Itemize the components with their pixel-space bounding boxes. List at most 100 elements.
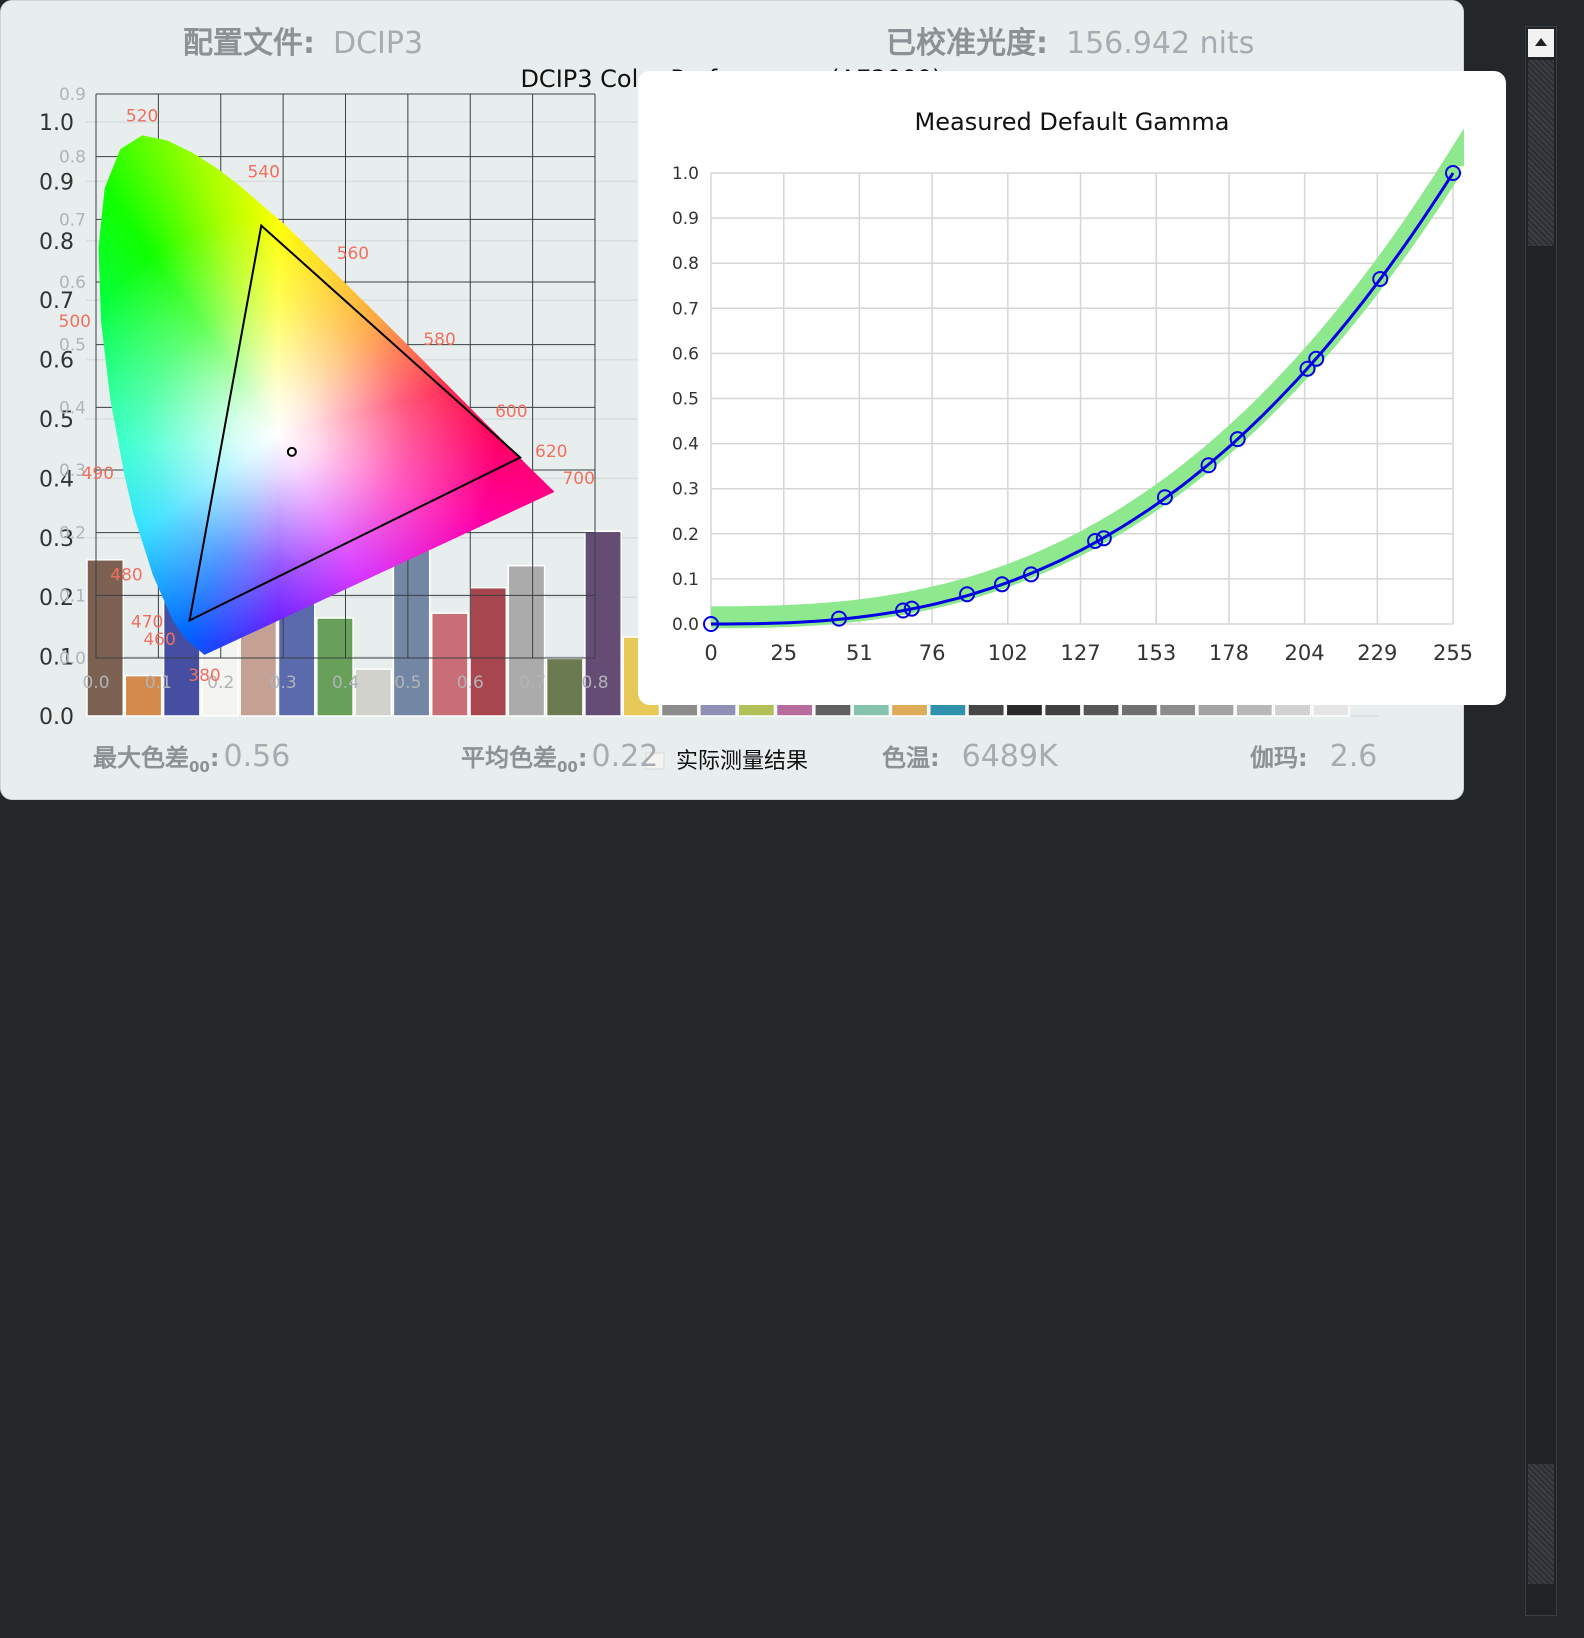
bar-y-tick: 1.0 [39,111,74,136]
bar[interactable] [430,612,469,717]
luminance-header: 已校准光度: 156.942 nits [886,18,1254,62]
cie-y-tick: 0.5 [59,336,86,356]
gamma-point[interactable] [1156,489,1173,506]
gamma-chart: Measured Default Gamma 0 25 51 76 102 127 153 1… [672,108,1473,665]
bar[interactable] [584,530,622,717]
scroll-track-lower[interactable] [1528,1464,1554,1584]
gamma-y-tick: 0.1 [672,570,699,590]
gamma-y-tick: 0.7 [672,299,699,319]
gamma-x-tick: 102 [988,641,1028,665]
luminance-label: 已校准光度: [886,26,1048,61]
gamma-point[interactable] [1445,165,1461,181]
wavelength-label: 380 [188,666,220,686]
bar[interactable] [507,564,546,717]
wavelength-label: 500 [59,312,91,332]
scroll-up-button[interactable] [1528,29,1554,57]
gamma-point[interactable] [1023,566,1040,583]
cie-y-tick: 0.4 [59,398,86,418]
profile-value: DCIP3 [333,26,424,61]
white-point [286,446,297,457]
scroll-thumb[interactable] [1528,60,1554,246]
luminance-value: 156.942 nits [1066,26,1255,61]
cct-metric: 色温: 6489K [882,738,1058,774]
gamma-curve [711,172,1455,626]
legend-label[interactable]: 实际测量结果 [676,749,808,774]
gamma-x-tick: 51 [846,641,873,665]
cie-y-tick: 0.7 [59,210,86,230]
wavelength-label: 540 [247,162,279,182]
wavelength-label: 560 [337,244,369,264]
bar-y-tick: 0.4 [39,467,74,492]
bar-y-tick: 0.7 [39,289,74,314]
cie-x-tick: 0.6 [457,673,484,693]
gamma-y-tick: 0.8 [672,254,699,274]
cie-y-tick: 0.8 [59,148,86,168]
gamma-x-tick: 25 [770,641,797,665]
cie-y-tick: 0.3 [59,461,86,481]
gamma-point[interactable] [1229,431,1246,448]
gamma-point[interactable] [703,616,719,632]
wavelength-label: 470 [131,613,163,633]
bar[interactable] [545,657,584,717]
bar[interactable] [316,617,354,717]
cie-x-tick: 0.0 [82,673,109,693]
gamma-point[interactable] [959,586,976,603]
gamma-point[interactable] [993,576,1010,593]
gamma-point[interactable] [1299,360,1316,377]
gamma-x-tick: 204 [1285,641,1325,665]
bar-y-tick: 0.9 [39,170,74,195]
gamma-x-tick: 0 [704,641,717,665]
gamma-value: 2.6 [1329,739,1378,774]
cie-x-tick: 0.3 [270,673,297,693]
cie-x-tick: 0.2 [207,673,234,693]
gamma-point[interactable] [1087,533,1104,550]
gamma-y-tick: 0.6 [672,344,699,364]
gamma-x-tick: 127 [1060,641,1100,665]
bar-y-tick: 0.3 [39,527,74,552]
cie-x-tick: 0.4 [332,673,359,693]
cie-x-tick: 0.5 [394,673,421,693]
gamma-point[interactable] [1095,530,1112,547]
wavelength-label: 580 [423,330,455,350]
cie-chromaticity-diagram: 0.0 0.1 0.2 0.3 0.4 0.5 0.6 0.7 0.8 0.0 0.1 0.2 0.3 0… [59,85,609,693]
vertical-scrollbar[interactable] [1525,26,1557,1616]
bar[interactable] [354,668,393,717]
bar-y-tick: 0.6 [39,349,74,374]
gamma-y-tick: 0.0 [672,615,699,635]
avg-de-label: 平均色差00: [461,744,588,776]
max-de-metric: 最大色差00: 0.56 [93,738,290,776]
gamma-y-tick: 0.3 [672,480,699,500]
gamma-point[interactable] [895,602,912,619]
gamma-x-tick: 153 [1136,641,1176,665]
gamma-point[interactable] [903,600,920,617]
wavelength-label: 520 [126,106,158,126]
cie-y-tick: 0.6 [59,273,86,293]
gamma-y-tick: 1.0 [672,164,699,184]
bar-y-tick: 0.1 [39,646,74,671]
gamut-triangle [188,223,522,623]
bar-y-tick: 0.5 [39,408,74,433]
legend-swatch[interactable] [645,752,665,770]
gamma-point[interactable] [1200,457,1217,474]
cie-y-tick: 0.2 [59,524,86,544]
gamma-x-tick: 76 [919,641,946,665]
gamma-x-tick: 229 [1357,641,1397,665]
gamma-point[interactable] [1372,270,1389,287]
bar[interactable] [124,674,163,717]
bar[interactable] [86,559,125,717]
cie-x-tick: 0.8 [581,673,608,693]
cie-x-tick: 0.7 [519,673,546,693]
gamma-point[interactable] [1308,350,1325,367]
gamma-y-tick: 0.9 [672,209,699,229]
cct-value: 6489K [961,739,1058,774]
wavelength-label: 600 [495,402,527,422]
gamma-y-tick: 0.2 [672,525,699,545]
gamma-y-tick: 0.5 [672,390,699,410]
cie-y-tick: 0.9 [59,85,86,105]
gamma-point[interactable] [831,610,848,627]
gamma-x-tick: 255 [1433,641,1473,665]
wavelength-label: 700 [562,469,594,489]
gamma-chart-card: Measured Default Gamma 0 25 51 76 102 127 153 1… [638,71,1506,705]
wavelength-label: 480 [110,566,142,586]
max-de-value: 0.56 [223,739,291,774]
